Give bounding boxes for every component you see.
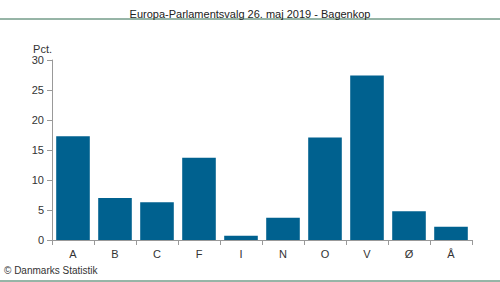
svg-text:Pct.: Pct. [33, 43, 52, 55]
svg-text:Å: Å [447, 248, 455, 260]
svg-text:B: B [111, 248, 118, 260]
svg-text:30: 30 [32, 54, 44, 66]
svg-text:10: 10 [32, 174, 44, 186]
svg-text:© Danmarks Statistik: © Danmarks Statistik [4, 265, 99, 276]
svg-text:Europa-Parlamentsvalg 26. maj: Europa-Parlamentsvalg 26. maj 2019 - Bag… [130, 8, 371, 20]
svg-text:V: V [363, 248, 371, 260]
svg-text:25: 25 [32, 84, 44, 96]
svg-text:5: 5 [38, 204, 44, 216]
svg-text:O: O [321, 248, 330, 260]
svg-text:N: N [279, 248, 287, 260]
svg-text:C: C [153, 248, 161, 260]
svg-text:A: A [69, 248, 77, 260]
svg-text:F: F [196, 248, 203, 260]
svg-text:20: 20 [32, 114, 44, 126]
svg-text:Ø: Ø [405, 248, 414, 260]
svg-text:15: 15 [32, 144, 44, 156]
svg-text:0: 0 [38, 234, 44, 246]
svg-text:I: I [239, 248, 242, 260]
